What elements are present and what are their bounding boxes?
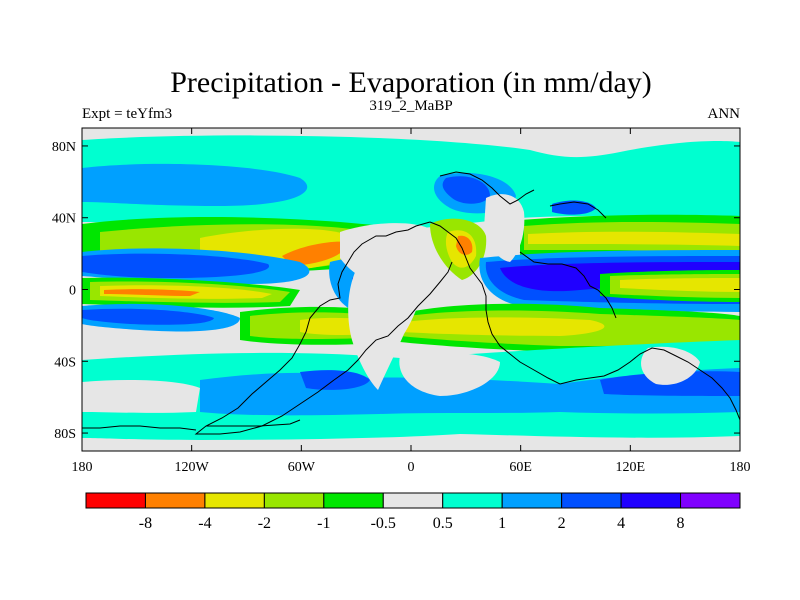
colorbar-label: -1 bbox=[317, 515, 330, 532]
colorbar-swatch bbox=[620, 492, 682, 509]
y-tick-label: 40S bbox=[54, 355, 76, 370]
colorbar-swatch bbox=[680, 492, 741, 509]
colorbar-swatch bbox=[382, 492, 444, 509]
x-tick-label: 120E bbox=[616, 460, 646, 475]
subtitle-center: 319_2_MaBP bbox=[369, 98, 452, 114]
subtitle-right: ANN bbox=[708, 106, 741, 122]
coastlines bbox=[82, 171, 740, 435]
x-tick-label: 60E bbox=[509, 460, 532, 475]
x-tick-label: 120W bbox=[175, 460, 210, 475]
colorbar-label: -4 bbox=[198, 515, 211, 532]
field-orange-equator-west bbox=[104, 289, 200, 296]
colorbar-swatch bbox=[442, 492, 503, 509]
field-blue-south bbox=[300, 370, 370, 390]
colorbar-swatch bbox=[85, 492, 146, 509]
colorbar-label: -2 bbox=[258, 515, 271, 532]
land-africa bbox=[484, 194, 525, 262]
field-yellow-south bbox=[300, 317, 605, 336]
x-tick-label: 60W bbox=[288, 460, 316, 475]
field-lightgray-south bbox=[399, 352, 500, 396]
field-blue-northeast bbox=[442, 176, 490, 204]
coastline-americas bbox=[194, 221, 453, 435]
land-australia bbox=[641, 346, 700, 385]
coastline-south-pacific bbox=[82, 419, 301, 431]
colorbar-label: 2 bbox=[558, 515, 566, 532]
y-tick-label: 80S bbox=[54, 427, 76, 442]
colorbar-label: 0.5 bbox=[433, 515, 453, 532]
colorbar-label: 8 bbox=[677, 515, 685, 532]
x-tick-label: 180 bbox=[72, 460, 93, 475]
chart-title: Precipitation - Evaporation (in mm/day) bbox=[170, 66, 652, 99]
colorbar-swatch bbox=[501, 492, 563, 509]
y-tick-label: 40N bbox=[52, 212, 76, 227]
colorbar-swatch bbox=[263, 492, 325, 509]
field-yellow-equator-east bbox=[620, 278, 740, 292]
y-tick-label: 80N bbox=[52, 140, 76, 155]
coastline-asia-pacific bbox=[519, 251, 617, 319]
coastline-eurasia bbox=[439, 171, 607, 219]
field-lightblue-north bbox=[82, 163, 308, 206]
field-lightgray-south2 bbox=[82, 380, 200, 413]
coastline-africa-europe bbox=[429, 221, 561, 385]
field-layer bbox=[82, 128, 740, 451]
subtitle-left: Expt = teYfm3 bbox=[82, 106, 172, 122]
colorbar-swatch bbox=[323, 492, 384, 509]
land-south-america bbox=[348, 260, 421, 390]
y-axis: 80N 40N 0 40S 80S bbox=[52, 140, 740, 442]
coastline-australia-antarctic bbox=[559, 347, 740, 421]
colorbar-swatch bbox=[204, 492, 265, 509]
field-blue-south-itcz bbox=[82, 308, 214, 325]
y-tick-label: 0 bbox=[69, 284, 76, 299]
x-tick-label: 180 bbox=[730, 460, 751, 475]
colorbar: -8 -4 -2 -1 -0.5 0.5 1 2 4 8 bbox=[85, 492, 741, 532]
field-blue-itcz bbox=[82, 253, 270, 278]
colorbar-label: -8 bbox=[139, 515, 152, 532]
colorbar-label: -0.5 bbox=[371, 515, 396, 532]
colorbar-swatch bbox=[144, 492, 206, 509]
colorbar-label: 1 bbox=[498, 515, 506, 532]
field-orange-north bbox=[282, 241, 348, 266]
field-yellow-northeast bbox=[528, 231, 740, 246]
x-axis: 180 120W 60W 0 60E 120E 180 bbox=[72, 128, 751, 475]
field-orange-africa-north bbox=[456, 235, 473, 255]
colorbar-label: 4 bbox=[617, 515, 625, 532]
x-tick-label: 0 bbox=[408, 460, 415, 475]
colorbar-swatch bbox=[561, 492, 622, 509]
